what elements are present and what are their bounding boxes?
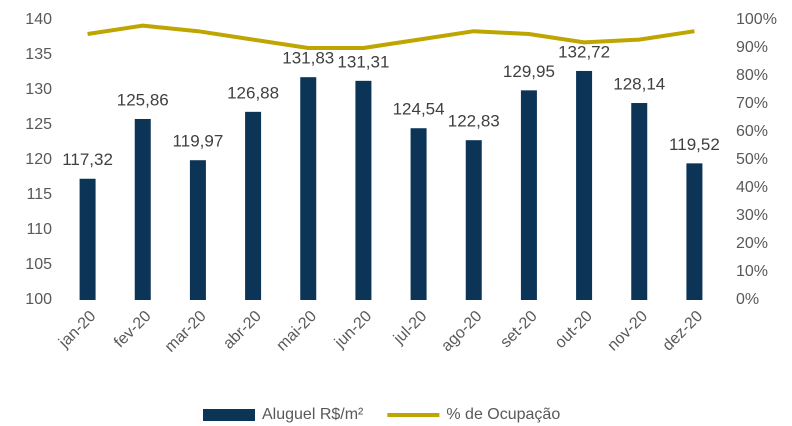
value-label: 124,54 (393, 100, 445, 119)
bar (410, 128, 427, 300)
value-label: 131,83 (282, 49, 334, 68)
y-tick-label: 110 (26, 221, 52, 238)
x-tick-label: jan-20 (55, 308, 99, 352)
y-tick-label: 120 (25, 151, 52, 168)
value-label: 131,31 (337, 52, 389, 71)
value-label: 125,86 (117, 90, 169, 109)
value-label: 122,83 (448, 112, 500, 131)
bar (134, 118, 151, 300)
legend-label: % de Ocupação (446, 406, 560, 423)
y-tick-label: 140 (25, 11, 52, 28)
value-label: 119,52 (669, 135, 720, 154)
bar (300, 77, 317, 300)
x-tick-label: dez-20 (660, 308, 707, 355)
bar (465, 140, 482, 300)
x-tick-label: mai-20 (273, 308, 320, 355)
bar (576, 70, 593, 301)
value-label: 128,14 (613, 75, 665, 94)
y-tick-label: 105 (25, 256, 52, 273)
y-tick-label: 100 (25, 291, 52, 308)
y-tick-label: 135 (25, 46, 52, 63)
y2-tick-label: 90% (736, 39, 768, 56)
y2-tick-label: 10% (736, 263, 768, 280)
x-tick-label: out-20 (552, 308, 596, 352)
y-tick-label: 130 (25, 81, 52, 98)
x-tick-label: mar-20 (162, 308, 210, 356)
legend-label: Aluguel R$/m² (262, 406, 364, 423)
x-tick-label: abr-20 (220, 308, 265, 353)
value-label: 132,72 (558, 42, 610, 61)
x-tick-label: set-20 (497, 308, 541, 352)
bar (520, 90, 537, 300)
x-tick-label: fev-20 (111, 308, 155, 352)
y2-tick-label: 70% (736, 95, 768, 112)
y-tick-label: 125 (25, 116, 52, 133)
legend-swatch (203, 409, 255, 421)
value-label: 119,97 (173, 132, 224, 151)
value-label: 129,95 (503, 62, 555, 81)
bar (631, 103, 648, 301)
y2-tick-label: 40% (736, 179, 768, 196)
y-tick-label: 115 (26, 186, 52, 203)
y2-tick-label: 60% (736, 123, 768, 140)
bar (189, 160, 206, 300)
value-label: 117,32 (62, 150, 113, 169)
y2-tick-label: 20% (736, 235, 768, 252)
bar (686, 163, 703, 300)
y2-tick-label: 100% (736, 11, 777, 28)
x-tick-label: ago-20 (438, 308, 485, 355)
x-tick-label: nov-20 (604, 308, 651, 355)
y2-tick-label: 0% (736, 291, 759, 308)
bar (355, 80, 372, 300)
y2-tick-label: 80% (736, 67, 768, 84)
y2-tick-label: 30% (736, 207, 768, 224)
bar (79, 178, 96, 300)
x-tick-label: jun-20 (331, 308, 375, 352)
value-label: 126,88 (227, 83, 279, 102)
y2-tick-label: 50% (736, 151, 768, 168)
x-tick-label: jul-20 (390, 308, 430, 348)
bar (245, 111, 262, 300)
line (87, 23, 695, 50)
